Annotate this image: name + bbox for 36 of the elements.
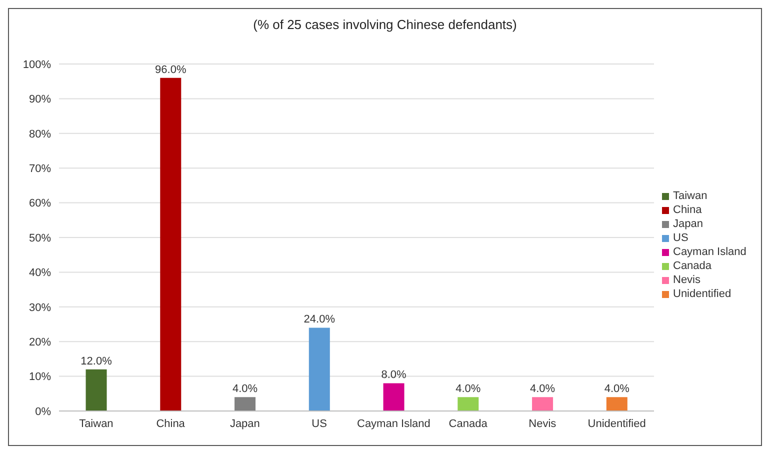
data-label: 96.0% <box>155 64 186 76</box>
y-tick-label: 80% <box>28 128 52 140</box>
legend-label: Taiwan <box>673 190 708 202</box>
data-label: 24.0% <box>304 314 336 326</box>
x-tick-label: Unidentified <box>588 418 646 430</box>
y-tick-label: 30% <box>28 302 52 314</box>
y-tick-label: 20% <box>28 336 52 349</box>
x-tick-label: Japan <box>230 418 260 430</box>
x-tick-label: China <box>156 418 186 430</box>
y-tick-label: 90% <box>28 94 52 106</box>
legend-label: Cayman Island <box>673 246 746 258</box>
x-tick-label: Cayman Island <box>357 418 430 430</box>
data-label: 12.0% <box>80 355 112 368</box>
y-tick-label: 70% <box>28 163 52 176</box>
y-tick-label: 50% <box>28 232 52 244</box>
x-tick-label: US <box>312 418 327 430</box>
data-label: 4.0% <box>530 383 556 396</box>
y-tick-label: 40% <box>28 267 52 280</box>
y-tick-label: 60% <box>28 198 52 210</box>
legend-label: US <box>673 232 688 244</box>
data-label: 4.0% <box>604 383 630 396</box>
y-tick-label: 100% <box>22 58 52 71</box>
legend-label: Unidentified <box>673 288 732 300</box>
data-label: 4.0% <box>456 383 481 396</box>
legend-label: Canada <box>673 260 712 272</box>
legend-label: China <box>673 204 702 216</box>
legend-label: Japan <box>673 218 703 230</box>
y-tick-label: 10% <box>28 371 52 384</box>
x-tick-label: Taiwan <box>79 418 114 430</box>
data-label: 4.0% <box>232 383 258 396</box>
x-tick-label: Nevis <box>528 418 557 430</box>
legend-label: Nevis <box>673 274 701 286</box>
x-tick-label: Canada <box>448 418 488 430</box>
data-label: 8.0% <box>381 369 407 382</box>
chart-title: (% of 25 cases involving Chinese defendants) <box>252 17 518 32</box>
y-tick-label: 0% <box>35 406 52 418</box>
